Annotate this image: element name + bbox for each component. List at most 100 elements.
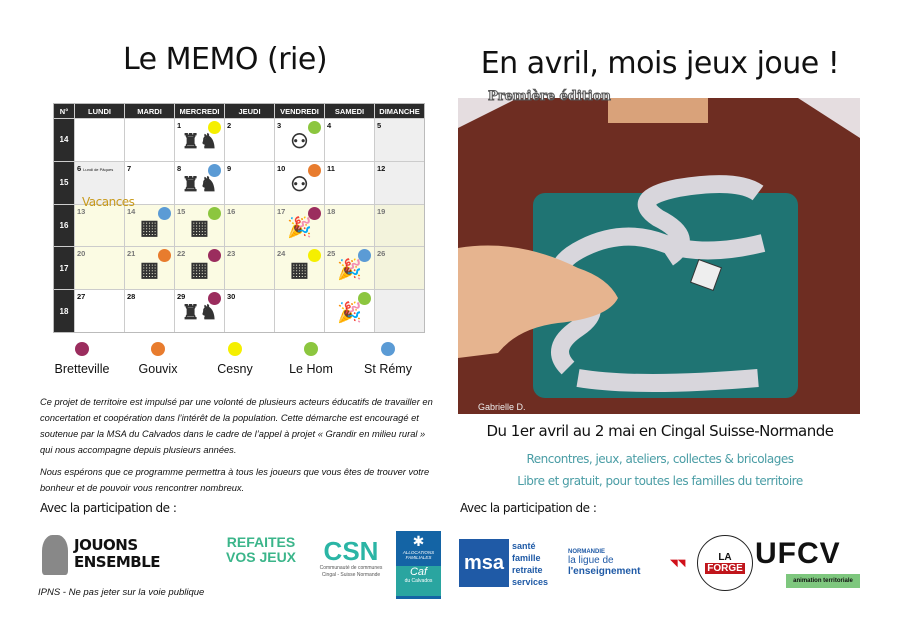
calendar-day: 18	[325, 204, 374, 247]
day-number: 14	[127, 206, 136, 216]
legend-label: Bretteville	[54, 362, 110, 376]
calendar-header: N°	[54, 104, 74, 118]
day-number: 3	[277, 121, 282, 130]
calendar-day: 4	[325, 119, 374, 161]
calendar-day: 2	[225, 119, 274, 161]
ipns-notice: IPNS - Ne pas jeter sur la voie publique	[38, 587, 205, 598]
day-number: 30	[227, 292, 236, 302]
figure-icon	[42, 535, 68, 575]
board-game-icon: ▦	[140, 259, 159, 282]
calendar-day: 9	[225, 161, 274, 204]
week-number: 15	[54, 161, 74, 204]
memo-title: Le MEMO (rie)	[122, 42, 328, 77]
april-calendar: N° LUNDI MARDI MERCREDI JEUDI VENDREDI SAMEDI D…	[53, 103, 425, 333]
week-number: 14	[54, 119, 74, 161]
calendar-day: 28	[125, 290, 174, 332]
day-number: 4	[327, 121, 332, 130]
day-number: 21	[127, 249, 136, 259]
location-dot-strem	[158, 206, 171, 220]
calendar-day: 25 🎉	[325, 247, 374, 290]
day-number: 15	[177, 206, 186, 216]
calendar-day	[375, 290, 424, 332]
intro-paragraph: Ce projet de territoire est impulsé par …	[40, 397, 433, 455]
legend-label: St Rémy	[364, 362, 412, 376]
week-number: 17	[54, 247, 74, 290]
location-dot-lehom	[308, 121, 321, 134]
calendar-header: MARDI	[125, 104, 174, 118]
location-dot-cesny	[308, 249, 321, 263]
calendar-day: 14 ▦	[125, 204, 174, 247]
legend-dot-lehom	[304, 342, 318, 356]
calendar-day: 12	[375, 161, 424, 204]
intro-paragraph: Nous espérons que ce programme permettra…	[40, 467, 430, 493]
ligue-enseignement-logo: NORMANDIE la ligue de l'enseignement	[568, 549, 641, 577]
day-number: 24	[277, 249, 286, 259]
holiday-note: Lundi de Pâques	[83, 166, 114, 172]
location-dot-strem	[208, 163, 221, 177]
calendar-day: 13	[75, 204, 124, 247]
location-dot-lehom	[208, 206, 221, 220]
calendar-day: 11	[325, 161, 374, 204]
edition-label: Première édition	[488, 89, 612, 105]
la-forge-logo: LA FORGE	[697, 535, 753, 591]
legend-dot-cesny	[228, 342, 242, 356]
event-title: En avril, mois jeux joue !	[480, 46, 840, 81]
location-dot-gouvix	[308, 163, 321, 177]
calendar-day: 24 ▦	[275, 247, 324, 290]
day-number: 27	[77, 292, 86, 302]
jouons-ensemble-logo: JOUONS ENSEMBLE	[42, 533, 207, 577]
location-dot-gouvix	[158, 249, 171, 263]
day-number: 1	[177, 121, 182, 130]
caf-logo: ✱ ALLOCATIONS FAMILIALES Caf du Calvados	[396, 531, 441, 599]
adult-child-icon: ⚇	[290, 130, 309, 153]
refaites-vos-jeux-logo: REFAITES VOS JEUX	[225, 534, 297, 565]
calendar-day: 8 ♜♞	[175, 161, 224, 204]
participation-label-right: Avec la participation de :	[460, 501, 597, 515]
day-number: 20	[77, 249, 86, 259]
neck	[608, 98, 708, 123]
legend-label: Gouvix	[138, 362, 178, 376]
intro-text: Ce projet de territoire est impulsé par …	[40, 394, 440, 502]
legend-label: Le Hom	[289, 362, 333, 376]
calendar-header: MERCREDI	[175, 104, 224, 118]
board-game-icon: ▦	[190, 259, 209, 282]
day-number: 5	[377, 121, 382, 130]
day-number: 2	[227, 121, 232, 130]
calendar-day: 21 ▦	[125, 247, 174, 290]
adult-child-icon: ⚇	[290, 173, 309, 196]
day-number: 29	[177, 292, 186, 302]
calendar-day: 16	[225, 204, 274, 247]
location-dot-strem	[358, 249, 371, 263]
day-number: 11	[327, 163, 335, 173]
csn-logo: CSN Communauté de communes Cingal - Suis…	[319, 536, 383, 578]
path-track	[551, 175, 766, 392]
day-number: 28	[127, 292, 136, 302]
calendar-day: 22 ▦	[175, 247, 224, 290]
day-number: 22	[177, 249, 186, 259]
calendar-header: JEUDI	[225, 104, 274, 118]
chess-icon: ♜♞	[181, 173, 218, 196]
location-dot-bretteville	[208, 249, 221, 263]
calendar-day: 26	[375, 247, 424, 290]
calendar-day: 6 Lundi de Pâques	[75, 161, 124, 204]
chess-icon: ♜♞	[181, 302, 218, 325]
calendar-day: 29 ♜♞	[175, 290, 224, 332]
location-dot-bretteville	[308, 206, 321, 220]
party-popper-icon: 🎉	[337, 302, 362, 325]
calendar-day: 30	[225, 290, 274, 332]
family-icon: ✱	[412, 533, 425, 549]
board-game-icon: ▦	[290, 259, 309, 282]
dice-icon	[689, 258, 723, 292]
calendar-header: VENDREDI	[275, 104, 324, 118]
calendar-day: 23	[225, 247, 274, 290]
day-number: 6	[77, 163, 82, 173]
ufcv-subtitle: animation territoriale	[786, 574, 860, 588]
day-number: 17	[277, 206, 286, 216]
day-number: 16	[227, 206, 236, 216]
calendar-day	[125, 119, 174, 161]
calendar-day: 10 ⚇	[275, 161, 324, 204]
legend-dot-bretteville	[75, 342, 89, 356]
msa-logo: msa	[459, 539, 509, 587]
day-number: 8	[177, 163, 182, 173]
calendar-day	[275, 290, 324, 332]
